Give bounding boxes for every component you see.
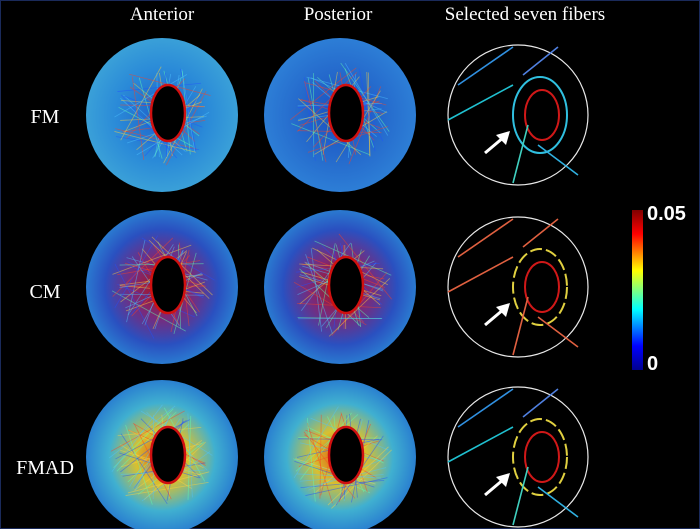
fiber-texture [111, 290, 186, 332]
selected-fiber [512, 296, 529, 356]
fiber-texture [115, 128, 197, 150]
fiber-texture [181, 70, 191, 155]
fiber-texture [125, 424, 153, 505]
row-label: FMAD [16, 457, 74, 479]
fiber-texture [111, 404, 163, 473]
hole [327, 255, 365, 315]
fiber-texture [305, 477, 388, 496]
selected-fiber [512, 466, 529, 526]
selected-fiber [447, 256, 514, 293]
fiber-texture [293, 281, 367, 326]
column-header: Anterior [130, 4, 195, 25]
outline [447, 216, 589, 358]
colorbar [632, 210, 643, 370]
ring-inner [524, 261, 560, 313]
selected-fiber [522, 388, 559, 418]
arrow-head [496, 473, 510, 487]
fiber-texture [319, 414, 322, 499]
fiber-texture [131, 76, 145, 160]
selected-fiber [457, 218, 514, 258]
fiber-texture [116, 411, 177, 472]
hole [149, 83, 187, 143]
fiber-texture [304, 80, 327, 163]
fiber-texture [290, 67, 357, 121]
hole [327, 425, 365, 485]
fiber-texture [120, 66, 162, 141]
fiber-texture [165, 90, 207, 166]
panels [86, 38, 589, 529]
selected-fiber [537, 486, 579, 518]
arrow-head [496, 303, 510, 317]
selected-fiber [512, 124, 529, 184]
ring-outer [512, 76, 568, 154]
selected-fiber [537, 316, 579, 348]
fiber-texture [306, 417, 316, 502]
ring-outer [512, 248, 568, 326]
hole [149, 255, 187, 315]
fiber-texture [331, 449, 392, 509]
column-header: Posterior [304, 4, 373, 25]
fiber-texture [305, 254, 333, 335]
selected-fiber [537, 144, 579, 176]
fiber-texture [366, 71, 371, 156]
fiber-texture [187, 413, 193, 498]
selected-fiber [522, 46, 559, 76]
ring-inner [524, 89, 560, 141]
outline [447, 386, 589, 528]
fiber-texture [114, 131, 196, 153]
fiber-texture [298, 98, 362, 155]
column-header: Selected seven fibers [445, 4, 605, 25]
fiber-texture [110, 410, 185, 452]
fiber-texture [120, 433, 168, 505]
hole [327, 83, 365, 143]
fiber-texture [300, 242, 352, 311]
hole [149, 425, 187, 485]
fiber-texture [358, 68, 376, 152]
fiber-texture [297, 72, 358, 132]
outline [447, 44, 589, 186]
fiber-texture [113, 408, 174, 469]
arrow-head [496, 131, 510, 145]
row-label: CM [29, 281, 60, 303]
fiber-texture [114, 74, 188, 118]
colorbar-max: 0.05 [647, 203, 686, 225]
ring-outer [512, 418, 568, 496]
fiber-texture [114, 263, 155, 339]
colorbar-min: 0 [647, 353, 658, 375]
row-label: FM [31, 106, 60, 128]
selected-fiber [447, 84, 514, 121]
fiber-texture [344, 63, 389, 136]
fiber-texture [318, 243, 336, 326]
selected-fiber [457, 46, 514, 86]
fiber-texture [307, 77, 324, 161]
ring-inner [524, 431, 560, 483]
fiber-texture [300, 412, 352, 480]
fiber-texture [114, 235, 159, 309]
selected-fiber [522, 218, 559, 248]
fiber-texture [126, 240, 146, 323]
fiber-texture [307, 423, 333, 504]
fiber-texture [291, 123, 370, 155]
selected-fiber [447, 426, 514, 463]
fiber-texture [346, 65, 384, 142]
selected-fiber [457, 388, 514, 428]
fiber-texture [187, 415, 192, 500]
